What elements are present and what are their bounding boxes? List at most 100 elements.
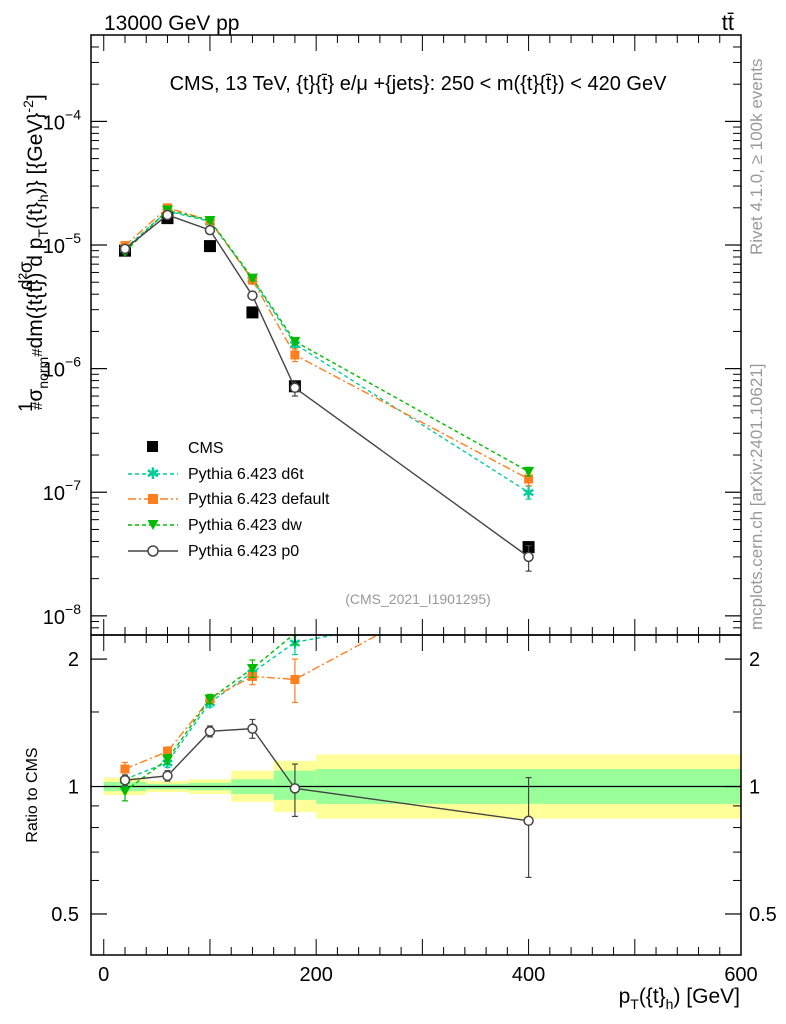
ratio-y-tick-label: 0.5 xyxy=(51,904,79,926)
y-label-sigma: σ xyxy=(24,389,47,402)
main-series-layer: ✱✱✱✱✱✱ xyxy=(119,203,535,572)
main-y-tick-label: 10−5 xyxy=(43,230,81,258)
data-point xyxy=(246,273,258,284)
series-line xyxy=(124,214,529,558)
main-y-tick-label: 10−6 xyxy=(43,354,81,382)
legend-marker-p0 xyxy=(147,545,159,557)
series-pythia-6-423-default xyxy=(120,635,379,777)
data-point xyxy=(290,674,300,684)
data-point xyxy=(162,770,173,782)
x-tick-label: 200 xyxy=(299,964,332,986)
data-point xyxy=(524,474,534,484)
series-pythia-6-423-p0 xyxy=(119,209,534,572)
legend-label-d6t: Pythia 6.423 d6t xyxy=(188,466,304,483)
data-point xyxy=(119,243,131,255)
data-point xyxy=(162,209,173,221)
series-pythia-6-423-default xyxy=(120,203,534,487)
y-label-rest: {t}) d p xyxy=(24,238,47,300)
series-pythia-6-423-dw xyxy=(119,205,535,478)
main-ticks-layer: 10−810−710−610−510−4 xyxy=(43,35,742,636)
legend: CMS ✱ Pythia 6.423 d6t Pythia 6.423 defa… xyxy=(128,440,330,560)
data-point xyxy=(119,774,131,786)
y-label-exp: -2 xyxy=(20,100,36,113)
rivet-version-label: Rivet 4.1.0, ≥ 100k events xyxy=(747,59,766,255)
ratio-y-tick-label-right: 2 xyxy=(749,649,760,671)
data-point xyxy=(247,290,258,301)
y-label-hash2: # xyxy=(29,348,46,357)
series-clip-group: ✱✱✱✱✱✱ xyxy=(119,524,535,879)
y-label-close: ] xyxy=(24,94,47,100)
data-point xyxy=(204,694,216,705)
tick-base: 10 xyxy=(43,112,65,134)
data-point xyxy=(119,786,131,797)
tick-exponent: −6 xyxy=(65,354,81,370)
legend-label-dw: Pythia 6.423 dw xyxy=(188,517,302,534)
data-point xyxy=(247,723,258,734)
series-line xyxy=(124,727,529,822)
main-y-axis-label: #σnorm#dm({t{t}) d pT({t}h)} [{GeV}-2] 1… xyxy=(16,94,51,412)
y-label-text: #σnorm#dm({t{t}) d pT({t}h)} [{GeV}-2] xyxy=(20,94,51,410)
data-point: ✱ xyxy=(522,591,535,609)
ratio-y-tick-label-right: 0.5 xyxy=(749,904,777,926)
x-label-paren: ({t} xyxy=(639,985,666,1008)
y-label-tail: )} [{GeV} xyxy=(24,113,47,195)
y-label-T: T xyxy=(35,229,51,238)
data-point xyxy=(162,746,172,756)
data-point xyxy=(523,551,534,563)
data-point xyxy=(523,524,534,534)
ratio-y-tick-label: 2 xyxy=(68,649,79,671)
legend-marker-default xyxy=(148,494,158,504)
ratio-y-tick-label-right: 1 xyxy=(749,777,760,799)
series-line xyxy=(124,210,529,493)
x-label-h: h xyxy=(666,996,674,1012)
data-point xyxy=(203,240,216,253)
series-pythia-6-423-d6t: ✱✱✱✱✱✱ xyxy=(119,203,535,502)
y-label-paren: ({t} xyxy=(24,202,47,229)
data-point xyxy=(523,467,535,478)
energy-label: 13000 GeV pp xyxy=(104,12,239,35)
data-point xyxy=(204,726,216,737)
series-line xyxy=(124,635,379,770)
series-pythia-6-423-dw xyxy=(119,524,534,802)
tick-base: 10 xyxy=(43,236,65,258)
tick-base: 10 xyxy=(43,607,65,629)
ratio-bands-layer xyxy=(103,754,741,819)
data-point xyxy=(289,382,301,394)
y-label-one: 1 xyxy=(16,401,37,412)
data-point xyxy=(523,815,534,827)
x-tick-label: 0 xyxy=(98,964,109,986)
x-tick-label: 400 xyxy=(512,964,545,986)
data-point xyxy=(246,664,258,675)
x-tick-label: 600 xyxy=(724,964,757,986)
series-pythia-6-423-p0 xyxy=(119,718,534,879)
ratio-y-axis-label: Ratio to CMS xyxy=(24,747,41,842)
analysis-watermark: (CMS_2021_I1901295) xyxy=(345,591,491,607)
x-label-T: T xyxy=(630,996,639,1012)
y-label-norm: norm xyxy=(35,357,51,389)
legend-label-p0: Pythia 6.423 p0 xyxy=(188,543,299,560)
legend-marker-dw xyxy=(147,520,159,530)
y-label-h: h xyxy=(35,194,51,202)
tick-exponent: −5 xyxy=(65,230,81,246)
ratio-frame xyxy=(90,634,742,956)
y-label-dm: dm({t xyxy=(24,299,47,348)
data-point: ✱ xyxy=(522,484,535,502)
ratio-series-layer: ✱✱✱✱✱✱ xyxy=(119,524,535,879)
main-y-tick-label: 10−4 xyxy=(43,106,81,134)
tick-exponent: −7 xyxy=(65,477,81,493)
mcplots-label: mcplots.cern.ch [arXiv:2401.10621] xyxy=(747,364,766,630)
series-line xyxy=(124,209,529,473)
data-point xyxy=(246,306,259,319)
data-point xyxy=(290,350,300,360)
data-point xyxy=(289,336,301,347)
series-line xyxy=(124,635,295,792)
main-y-tick-label: 10−7 xyxy=(43,477,81,505)
x-axis-label: pT({t}h) [GeV] xyxy=(619,985,740,1012)
series-clip-group: ✱✱✱✱✱✱ xyxy=(119,203,535,572)
chart-title: CMS, 13 TeV, {t}{t̄} e/μ +{jets}: 250 < … xyxy=(170,73,668,95)
ratio-ticks-layer: 0.5 0.5 1 1 2 2 0 200 400 600 xyxy=(51,635,777,986)
tick-base: 10 xyxy=(43,483,65,505)
tick-base: 10 xyxy=(43,360,65,382)
data-point xyxy=(120,764,130,774)
series-line xyxy=(124,207,529,480)
